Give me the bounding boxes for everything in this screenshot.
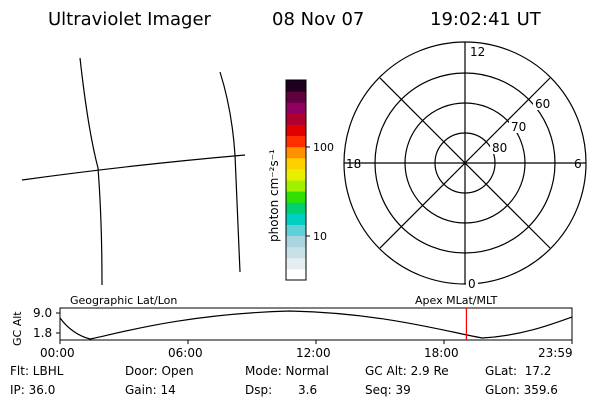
ip-info: IP: 36.0 (10, 383, 55, 397)
geo-section-label: Geographic Lat/Lon (70, 294, 177, 307)
seq-info: Seq: 39 (365, 383, 411, 397)
label-80-bg (490, 141, 510, 154)
colorbar-label-10: 10 (313, 230, 327, 243)
time-tick-label: 12:00 (296, 346, 331, 360)
colorbar-segment (286, 246, 306, 259)
time-tick-label: 06:00 (168, 346, 203, 360)
colorbar-segment (286, 146, 306, 159)
mlt-label-18: 18 (346, 157, 361, 171)
time-tick-label: 00:00 (40, 346, 75, 360)
observation-time: 19:02:41 UT (430, 9, 542, 30)
label-60-bg (533, 97, 553, 110)
altitude-min-label: 1.8 (33, 326, 52, 340)
mode-info: Mode: Normal (245, 364, 329, 378)
altitude-axis-label: GC Alt (11, 311, 24, 346)
longitude-line-right (219, 71, 241, 273)
colorbar-segment (286, 113, 306, 125)
colorbar-segment (286, 202, 306, 214)
altitude-max-label: 9.0 (33, 306, 52, 320)
door-info: Door: Open (125, 364, 194, 378)
gain-info: Gain: 14 (125, 383, 176, 397)
lat-label-80: 80 (492, 141, 507, 155)
time-axis: 00:00 06:00 12:00 18:00 23:59 (40, 340, 573, 360)
colorbar-segment (286, 124, 306, 137)
instrument-title: Ultraviolet Imager (48, 9, 212, 30)
colorbar-segment (286, 235, 306, 248)
apex-section-label: Apex MLat/MLT (415, 294, 498, 307)
altitude-panel: Geographic Lat/Lon Apex MLat/MLT 9.0 1.8… (11, 294, 573, 360)
instrument-info: Flt: LBHL IP: 36.0 Door: Open Gain: 14 M… (10, 364, 558, 397)
lat-label-70: 70 (511, 120, 526, 134)
lat-label-60: 60 (535, 97, 550, 111)
dsp-value: 3.6 (298, 383, 317, 397)
colorbar-segment (286, 191, 306, 203)
colorbar-segment (286, 102, 306, 114)
colorbar: 100 10 photon cm⁻²s⁻¹ (267, 79, 334, 281)
latitude-line (21, 154, 246, 181)
colorbar-segment (286, 80, 306, 92)
mlt-label-6: 6 (574, 157, 582, 171)
colorbar-segments (286, 80, 306, 281)
colorbar-segment (286, 180, 306, 192)
colorbar-segment (286, 168, 306, 181)
colorbar-segment (286, 157, 306, 170)
colorbar-segment (286, 268, 306, 281)
geographic-grid-panel (21, 57, 246, 286)
gc-alt-info: GC Alt: 2.9 Re (365, 364, 449, 378)
polar-plot (343, 41, 587, 285)
label-12-bg (468, 45, 486, 58)
observation-date: 08 Nov 07 (272, 9, 364, 30)
colorbar-frame (285, 79, 307, 281)
colorbar-segment (286, 213, 306, 225)
colorbar-segment (286, 257, 306, 270)
polar-diagonal-2 (379, 77, 551, 249)
glat-info: GLat: 17.2 (485, 364, 551, 378)
mlt-label-0: 0 (468, 277, 476, 291)
mlt-label-12: 12 (470, 45, 485, 59)
colorbar-segment (286, 135, 306, 148)
label-70-bg (509, 120, 529, 133)
altitude-curve (59, 310, 573, 340)
colorbar-segment (286, 224, 306, 237)
dsp-label: Dsp: (245, 383, 272, 397)
flt-info: Flt: LBHL (10, 364, 64, 378)
colorbar-segment (286, 91, 306, 103)
colorbar-label-100: 100 (313, 141, 334, 154)
colorbar-axis-label: photon cm⁻²s⁻¹ (267, 149, 281, 242)
glon-info: GLon: 359.6 (485, 383, 558, 397)
time-tick-label: 18:00 (424, 346, 459, 360)
label-0-bg (466, 276, 478, 288)
longitude-line-left (79, 57, 103, 286)
altitude-frame (59, 307, 573, 341)
time-tick-label: 23:59 (538, 346, 573, 360)
